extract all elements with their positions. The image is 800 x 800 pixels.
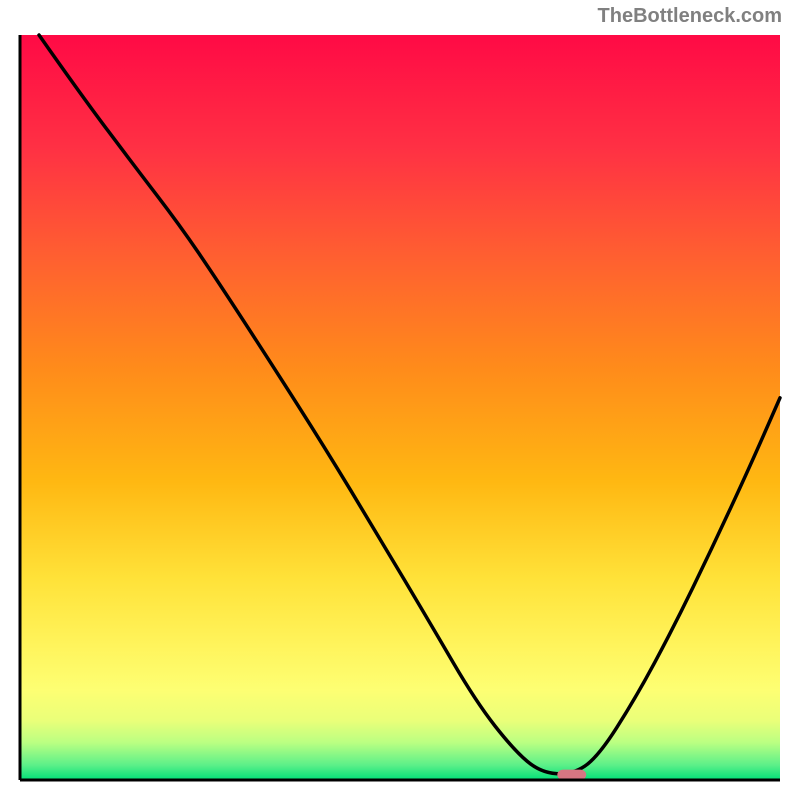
- watermark-text: TheBottleneck.com: [598, 5, 782, 28]
- chart-container: TheBottleneck.com: [0, 0, 800, 800]
- optimal-marker: [557, 770, 586, 780]
- bottleneck-chart: [0, 0, 800, 800]
- gradient-background: [20, 35, 780, 780]
